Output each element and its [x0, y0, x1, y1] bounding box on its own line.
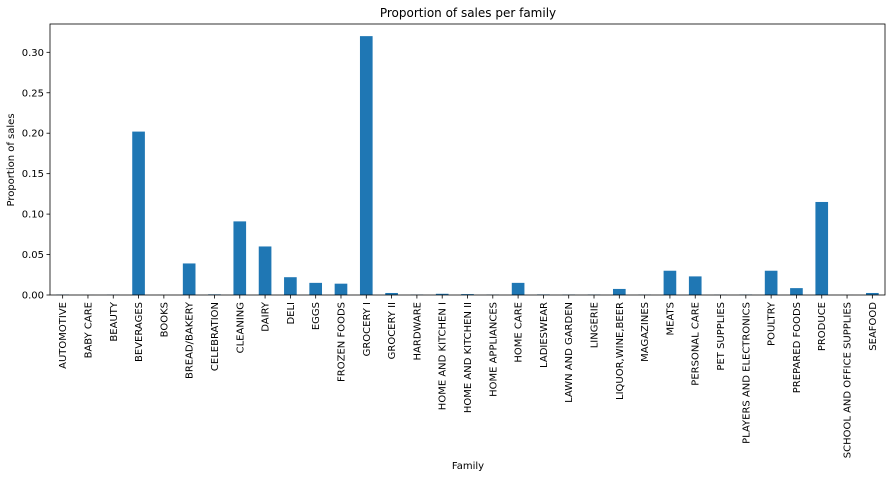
x-tick-label: BOOKS	[159, 302, 170, 337]
x-tick-label: SCHOOL AND OFFICE SUPPLIES	[843, 302, 854, 458]
plot-frame	[50, 24, 885, 295]
x-tick-label: PREPARED FOODS	[792, 302, 803, 393]
x-tick-label: AUTOMOTIVE	[58, 302, 69, 369]
x-tick-label: EGGS	[311, 302, 322, 330]
bars-group	[56, 36, 878, 295]
x-tick-label: PRODUCE	[817, 302, 828, 351]
x-tick-label: HOME AND KITCHEN II	[463, 302, 474, 413]
bar-prepared-foods	[790, 288, 803, 295]
x-tick-label: LAWN AND GARDEN	[564, 302, 575, 403]
x-tick-label: LIQUOR,WINE,BEER	[615, 302, 626, 400]
bar-grocery-i	[360, 36, 373, 295]
bar-dairy	[259, 246, 272, 295]
x-tick-label: HOME APPLIANCES	[488, 302, 499, 397]
x-tick-label: SEAFOOD	[868, 302, 879, 351]
x-tick-label: HOME CARE	[514, 302, 525, 363]
x-tick-label: BEAUTY	[109, 301, 120, 341]
y-axis-title: Proportion of sales	[6, 113, 17, 206]
x-tick-label: DELI	[286, 302, 297, 325]
bar-bread-bakery	[183, 263, 196, 295]
y-tick-label: 0.10	[22, 210, 44, 221]
y-tick-label: 0.25	[22, 88, 44, 99]
x-tick-label: LINGERIE	[590, 302, 601, 348]
x-tick-label: CELEBRATION	[210, 302, 221, 371]
x-tick-label: FROZEN FOODS	[336, 302, 347, 382]
chart-title: Proportion of sales per family	[380, 6, 556, 20]
x-tick-label: PLAYERS AND ELECTRONICS	[741, 302, 752, 444]
x-tick-label: BREAD/BAKERY	[185, 301, 196, 379]
x-tick-label: HOME AND KITCHEN I	[438, 302, 449, 410]
bar-deli	[284, 277, 297, 295]
y-axis-ticks: 0.00 0.05 0.10 0.15 0.20 0.25 0.30	[22, 48, 50, 302]
y-tick-label: 0.00	[22, 291, 44, 302]
bar-home-care	[512, 283, 525, 295]
y-tick-label: 0.05	[22, 250, 44, 261]
bar-produce	[815, 202, 828, 295]
x-tick-label: POULTRY	[767, 301, 778, 346]
x-tick-label: PET SUPPLIES	[716, 302, 727, 371]
x-tick-label: LADIESWEAR	[539, 302, 550, 368]
x-axis-ticks: AUTOMOTIVE BABY CARE BEAUTY BEVERAGES BOOKS B…	[58, 295, 879, 458]
y-tick-label: 0.15	[22, 169, 44, 180]
y-tick-label: 0.30	[22, 48, 44, 59]
x-tick-label: GROCERY II	[387, 302, 398, 359]
x-tick-label: CLEANING	[235, 302, 246, 353]
x-tick-label: BABY CARE	[83, 302, 94, 358]
bar-cleaning	[233, 221, 246, 295]
x-tick-label: HARDWARE	[412, 302, 423, 360]
bar-eggs	[309, 283, 322, 295]
bar-frozen-foods	[335, 284, 348, 295]
bar-liquor-wine-beer	[613, 289, 626, 295]
x-tick-label: GROCERY I	[362, 302, 373, 356]
bar-beverages	[132, 132, 145, 295]
x-tick-label: MAGAZINES	[640, 302, 651, 362]
y-tick-label: 0.20	[22, 129, 44, 140]
x-tick-label: PERSONAL CARE	[691, 302, 702, 386]
x-tick-label: BEVERAGES	[134, 302, 145, 362]
x-tick-label: MEATS	[665, 302, 676, 335]
bar-poultry	[765, 271, 778, 295]
bar-personal-care	[689, 276, 702, 295]
x-axis-title: Family	[452, 461, 484, 472]
x-tick-label: DAIRY	[261, 301, 272, 332]
bar-meats	[664, 271, 677, 295]
